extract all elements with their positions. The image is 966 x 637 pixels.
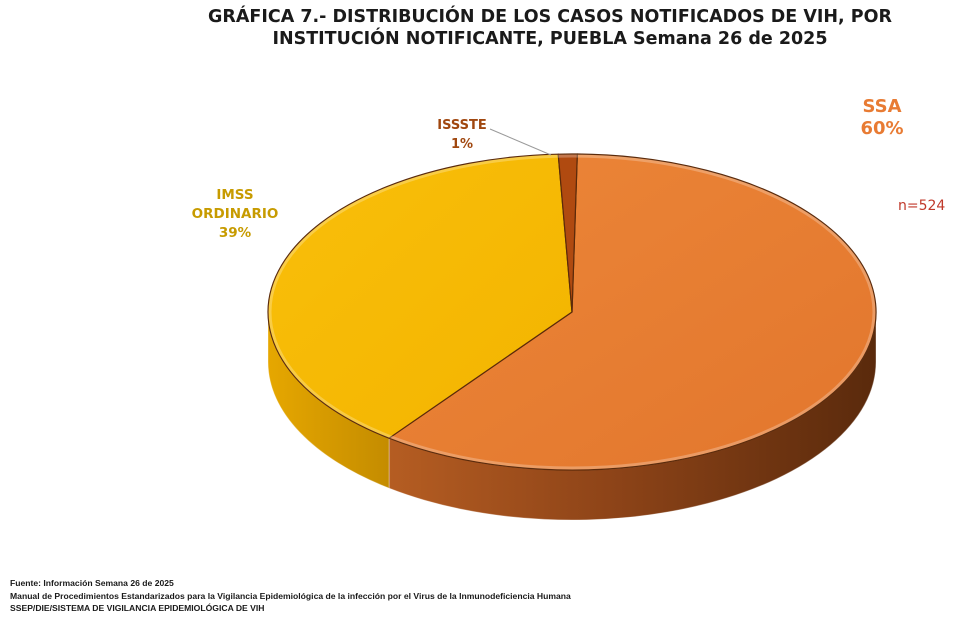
- slice-label-imss-pct: 39%: [218, 225, 252, 241]
- pie-rim-highlight: [268, 154, 876, 470]
- slice-label-imss-name-2: ORDINARIO: [191, 206, 279, 222]
- slice-label-ssa-name: SSA: [862, 96, 902, 117]
- pie-slice-ssa: [388, 153, 877, 471]
- footer-manual: Manual de Procedimientos Estandarizados …: [10, 590, 571, 601]
- issste-leader-line: [489, 128, 552, 156]
- slice-label-ssa: SSA 60%: [842, 96, 922, 140]
- chart-title-line-2: INSTITUCIÓN NOTIFICANTE, PUEBLA Semana 2…: [272, 29, 828, 49]
- pie-slice-issste: [557, 153, 578, 313]
- slice-label-imss: IMSS ORDINARIO 39%: [180, 186, 290, 243]
- footer-source: Fuente: Información Semana 26 de 2025: [10, 578, 174, 588]
- slice-label-ssa-pct: 60%: [860, 118, 904, 139]
- slice-label-imss-name-1: IMSS: [216, 187, 254, 203]
- sample-size-label: n=524: [898, 198, 946, 214]
- pie-slice-imss: [267, 153, 573, 439]
- pie-tops: [267, 153, 877, 471]
- slice-label-issste: ISSSTE 1%: [422, 116, 502, 154]
- footer: Fuente: Información Semana 26 de 2025 Ma…: [10, 577, 571, 615]
- slice-label-issste-pct: 1%: [450, 137, 474, 152]
- footer-system: SSEP/DIE/SISTEMA DE VIGILANCIA EPIDEMIOL…: [10, 603, 265, 613]
- slice-label-issste-name: ISSSTE: [437, 118, 487, 133]
- chart-title: GRÁFICA 7.- DISTRIBUCIÓN DE LOS CASOS NO…: [200, 6, 900, 50]
- chart-title-line-1: GRÁFICA 7.- DISTRIBUCIÓN DE LOS CASOS NO…: [208, 7, 892, 27]
